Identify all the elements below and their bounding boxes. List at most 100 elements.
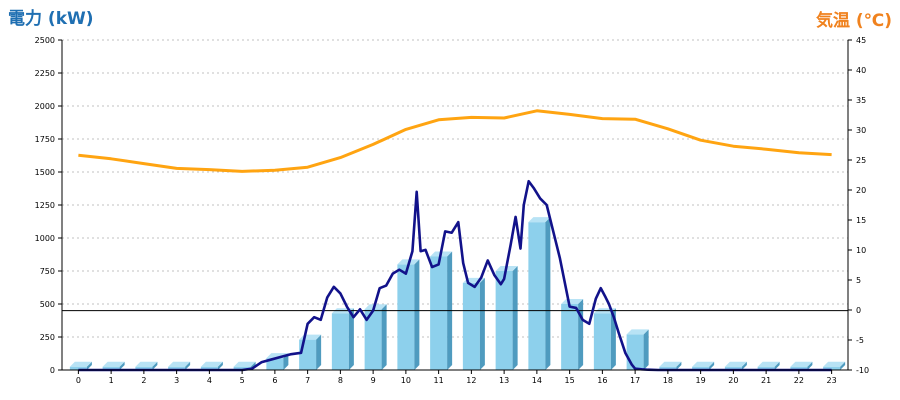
data-lines <box>62 109 848 372</box>
bar-side <box>217 361 223 370</box>
y-right-tick-label: 20 <box>856 186 866 195</box>
bar-side <box>86 361 92 370</box>
x-tick-label: 0 <box>76 376 81 385</box>
bar-side <box>709 361 715 370</box>
right-axis-title: 気温 (℃) <box>815 11 892 31</box>
bar-top <box>790 361 813 367</box>
x-tick-label: 20 <box>728 376 738 385</box>
y-right-tick-label: 0 <box>856 306 861 315</box>
bar <box>692 366 710 370</box>
bar-top <box>168 361 191 367</box>
x-tick-label: 19 <box>696 376 706 385</box>
y-left-tick-label: 1750 <box>35 135 55 144</box>
x-tick-label: 23 <box>827 376 837 385</box>
x-tick-label: 11 <box>434 376 444 385</box>
bar-top <box>659 361 682 367</box>
bar <box>659 366 677 370</box>
y-left-tick-label: 2500 <box>35 36 55 45</box>
x-tick-label: 8 <box>338 376 343 385</box>
x-tick-label: 16 <box>597 376 607 385</box>
bar-side <box>807 361 813 370</box>
bar-side <box>316 334 322 370</box>
bar <box>528 222 546 370</box>
y-right-tick-label: 35 <box>856 96 866 105</box>
bar <box>69 366 87 370</box>
y-left-tick-label: 1000 <box>35 234 55 243</box>
bar <box>299 339 317 370</box>
bar-top <box>823 361 846 367</box>
bar-side <box>414 259 420 370</box>
bar-top <box>69 361 92 367</box>
bar-side <box>578 299 584 370</box>
x-tick-label: 5 <box>240 376 245 385</box>
left-axis-title: 電力 (kW) <box>8 9 94 29</box>
x-tick-label: 9 <box>371 376 376 385</box>
power-bars <box>69 217 846 370</box>
bar-top <box>102 361 125 367</box>
bar <box>364 309 382 370</box>
bar <box>266 358 284 370</box>
bar-side <box>119 361 125 370</box>
bar <box>102 366 120 370</box>
bar <box>135 366 153 370</box>
x-tick-label: 6 <box>272 376 277 385</box>
bar-side <box>840 361 846 370</box>
bar <box>593 313 611 370</box>
bar-top <box>528 217 551 223</box>
y-right-tick-label: 40 <box>856 66 866 75</box>
bar-side <box>643 329 649 370</box>
y-left-tick-label: 1500 <box>35 168 55 177</box>
bar-side <box>152 361 158 370</box>
bar <box>757 366 775 370</box>
x-tick-label: 3 <box>174 376 179 385</box>
bar-top <box>233 361 256 367</box>
x-tick-label: 7 <box>305 376 310 385</box>
bar-top <box>135 361 158 367</box>
x-tick-label: 21 <box>761 376 771 385</box>
axes: 02505007501000125015001750200022502500-1… <box>35 36 869 385</box>
bar-side <box>774 361 780 370</box>
bar <box>200 366 218 370</box>
x-tick-label: 18 <box>663 376 673 385</box>
bar-top <box>724 361 747 367</box>
x-tick-label: 22 <box>794 376 804 385</box>
y-left-tick-label: 1250 <box>35 201 55 210</box>
bar <box>430 256 448 370</box>
bar <box>561 304 579 370</box>
bar <box>397 264 415 370</box>
y-right-tick-label: 5 <box>856 276 861 285</box>
x-tick-label: 2 <box>141 376 146 385</box>
x-tick-label: 4 <box>207 376 212 385</box>
bar-side <box>512 266 518 370</box>
bar-side <box>676 361 682 370</box>
temperature-line <box>78 109 832 173</box>
y-left-tick-label: 2250 <box>35 69 55 78</box>
bar <box>724 366 742 370</box>
bar-side <box>381 304 387 370</box>
bar-side <box>479 277 485 370</box>
y-left-tick-label: 0 <box>50 366 55 375</box>
bar-top <box>757 361 780 367</box>
gridlines <box>62 39 848 338</box>
y-right-tick-label: -5 <box>856 336 864 345</box>
bar <box>168 366 186 370</box>
bar-top <box>692 361 715 367</box>
bar <box>626 334 644 370</box>
bar <box>462 282 480 370</box>
bar <box>823 366 841 370</box>
bar <box>233 366 251 370</box>
bar-side <box>545 217 551 370</box>
power-line <box>78 179 832 372</box>
bar-top <box>364 304 387 310</box>
bar <box>790 366 808 370</box>
y-right-tick-label: 10 <box>856 246 866 255</box>
bar <box>495 271 513 370</box>
x-tick-label: 14 <box>532 376 542 385</box>
x-tick-label: 10 <box>401 376 411 385</box>
y-left-tick-label: 500 <box>40 300 55 309</box>
y-left-tick-label: 250 <box>40 333 55 342</box>
y-right-tick-label: 25 <box>856 156 866 165</box>
bar-side <box>741 361 747 370</box>
y-right-tick-label: 45 <box>856 36 866 45</box>
